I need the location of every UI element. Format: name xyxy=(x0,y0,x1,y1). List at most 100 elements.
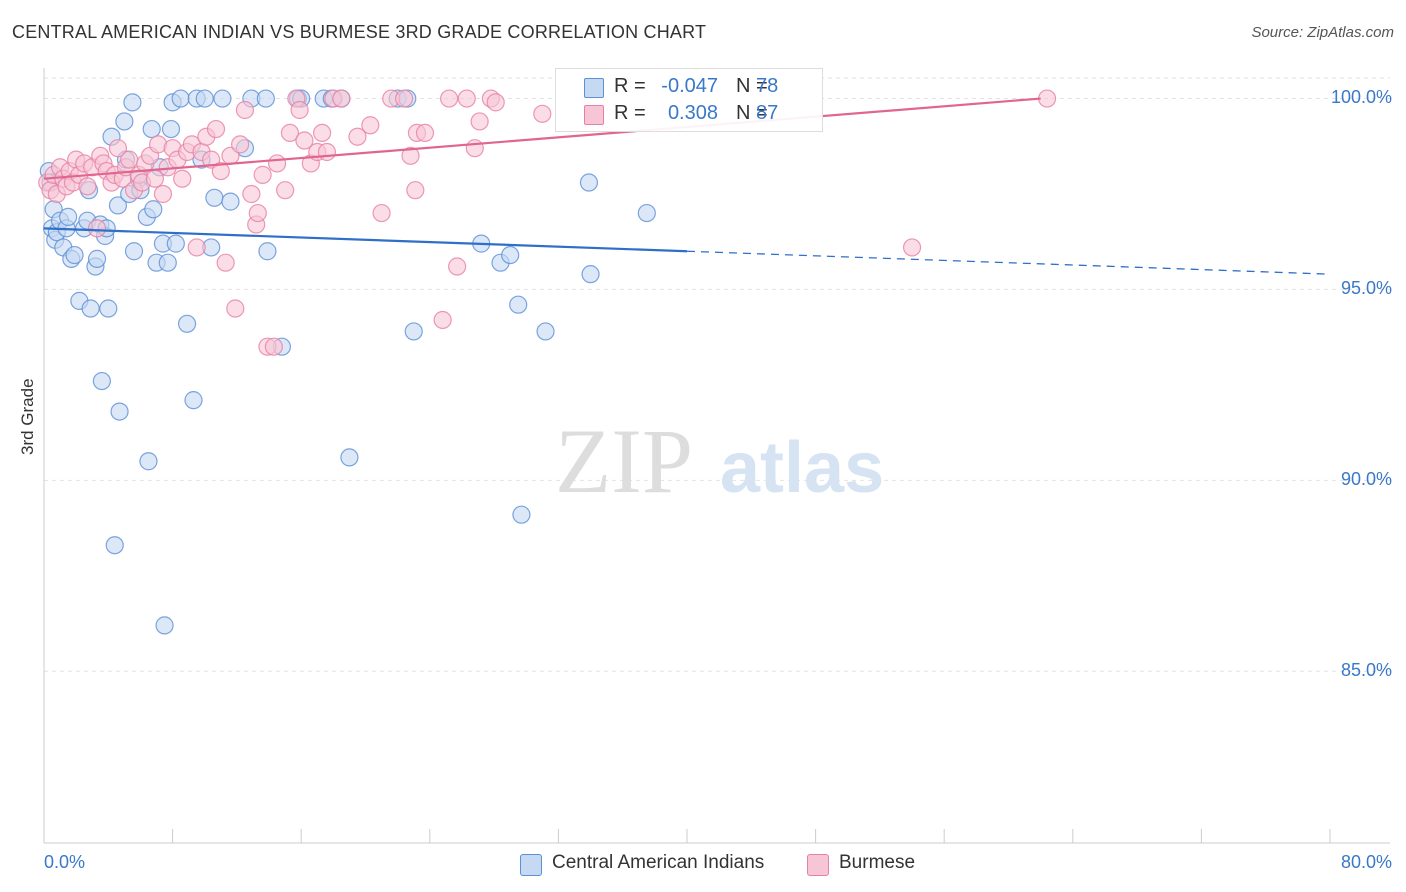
data-point xyxy=(92,371,111,391)
data-point xyxy=(348,127,367,146)
data-point xyxy=(581,265,600,284)
data-point xyxy=(401,146,420,165)
data-point xyxy=(213,89,232,108)
correlation-legend: R = -0.047 N = 78 R = 0.308 N = 87 xyxy=(555,68,823,132)
data-point xyxy=(108,139,128,158)
data-point xyxy=(486,93,505,112)
data-point xyxy=(276,181,295,200)
y-tick-label-85: 85.0% xyxy=(1340,660,1392,680)
data-point xyxy=(256,89,275,108)
data-point xyxy=(110,402,129,421)
data-point xyxy=(139,452,158,471)
data-point xyxy=(465,139,484,158)
data-point xyxy=(81,299,100,318)
legend-r-value: -0.047 xyxy=(661,75,718,97)
data-point xyxy=(205,188,224,207)
data-point xyxy=(280,123,300,143)
data-point xyxy=(226,299,245,318)
data-point xyxy=(433,310,452,330)
data-point xyxy=(144,200,163,219)
data-point xyxy=(332,89,351,108)
y-tick-label-100: 100.0% xyxy=(1330,87,1392,107)
axes xyxy=(43,68,1390,844)
data-point xyxy=(211,161,230,181)
legend-n-label: N = xyxy=(736,75,768,97)
data-point xyxy=(187,238,206,257)
trend-lines xyxy=(43,97,1331,275)
data-point xyxy=(1037,89,1057,108)
x-tick-label-max: 80.0% xyxy=(1340,852,1392,872)
data-point xyxy=(264,337,283,356)
data-point xyxy=(59,207,78,226)
legend-swatch-pink xyxy=(584,105,604,125)
data-point xyxy=(231,135,250,154)
data-point xyxy=(108,196,128,215)
data-point xyxy=(637,203,656,223)
data-point xyxy=(470,112,489,131)
data-point xyxy=(340,448,359,467)
legend-swatch-pink xyxy=(807,854,829,876)
data-point xyxy=(290,100,309,120)
legend-swatch-blue xyxy=(520,854,542,876)
data-point xyxy=(248,203,267,223)
data-point xyxy=(579,173,599,192)
watermark-zip: ZIP xyxy=(555,410,693,512)
data-point xyxy=(372,203,391,223)
data-point xyxy=(221,192,240,211)
data-point xyxy=(173,169,192,188)
legend-swatch-blue xyxy=(584,78,604,98)
legend-label: Central American Indians xyxy=(552,852,765,873)
legend-n-value: 78 xyxy=(756,75,779,97)
y-tick-label-90: 90.0% xyxy=(1340,469,1392,489)
data-point xyxy=(206,119,226,139)
data-point xyxy=(267,154,287,173)
data-point xyxy=(902,238,922,257)
data-point xyxy=(361,116,380,135)
data-point xyxy=(501,245,520,265)
data-point xyxy=(235,100,255,120)
data-point xyxy=(78,177,97,196)
series-burmese xyxy=(38,89,1057,356)
data-point xyxy=(439,89,459,108)
y-tick-label-95: 95.0% xyxy=(1340,278,1392,298)
trend-line-central-american-indians-extension xyxy=(686,250,1331,275)
data-point xyxy=(142,119,161,139)
data-point xyxy=(404,322,423,341)
data-point xyxy=(457,89,476,108)
data-point xyxy=(87,219,107,238)
data-point xyxy=(295,131,314,150)
data-point xyxy=(65,245,84,265)
data-point xyxy=(242,184,261,204)
legend-r-value: 0.308 xyxy=(667,102,718,124)
data-point xyxy=(512,505,531,524)
data-point xyxy=(406,181,425,200)
data-point xyxy=(155,616,174,635)
y-axis-label: 3rd Grade xyxy=(18,378,37,455)
data-point xyxy=(120,150,139,169)
trend-line-central-american-indians xyxy=(43,227,688,253)
data-point xyxy=(105,536,124,555)
data-point xyxy=(258,242,277,261)
data-point xyxy=(99,299,118,318)
legend-r-label: R = xyxy=(614,75,646,97)
trend-line-burmese xyxy=(43,97,1041,180)
data-point xyxy=(536,322,555,341)
data-point xyxy=(394,89,414,108)
data-point xyxy=(317,142,337,162)
grid-lines xyxy=(44,77,1390,672)
data-point xyxy=(184,391,203,410)
data-point xyxy=(123,93,142,112)
data-point xyxy=(216,253,235,272)
data-point xyxy=(195,89,214,108)
data-point xyxy=(166,234,185,253)
data-point xyxy=(533,104,552,123)
data-point xyxy=(509,295,528,314)
watermark-atlas: atlas xyxy=(720,428,884,508)
legend-n-label: N = xyxy=(736,102,768,124)
legend-label: Burmese xyxy=(839,852,916,873)
x-tick-label-min: 0.0% xyxy=(44,852,86,872)
data-point xyxy=(177,314,197,333)
data-point xyxy=(87,249,107,268)
data-point xyxy=(448,257,467,276)
